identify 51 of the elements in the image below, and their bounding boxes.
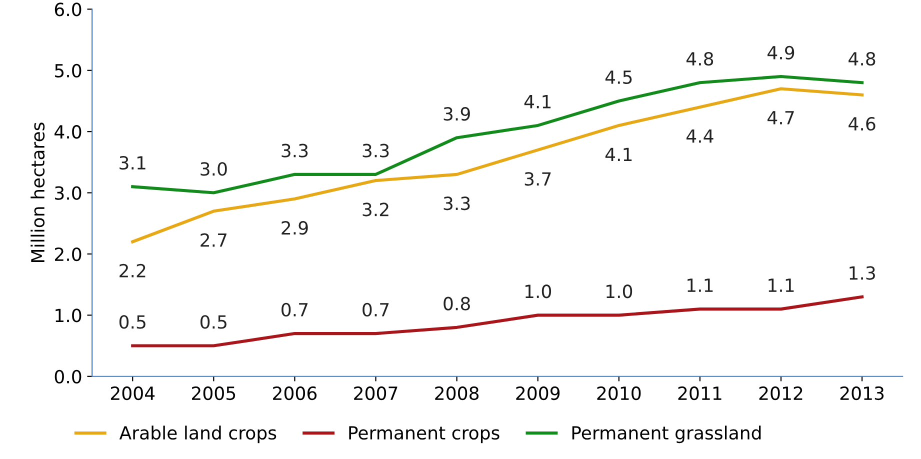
data-label: 3.1 — [120, 156, 146, 170]
data-label: 4.7 — [768, 111, 794, 124]
y-tick-label: 3.0 — [55, 186, 82, 200]
data-label: 0.8 — [444, 296, 470, 310]
y-tick-label: 6.0 — [54, 2, 82, 16]
data-label: 3.7 — [524, 172, 551, 186]
data-label: 3.3 — [282, 144, 308, 158]
x-tick-label: 2012 — [759, 386, 802, 400]
x-tick-label: 2009 — [516, 386, 560, 400]
data-label: 4.4 — [686, 129, 714, 143]
y-tick-label: 2.0 — [54, 247, 82, 262]
data-label: 3.0 — [200, 162, 227, 176]
legend-label: Arable land crops — [119, 426, 276, 444]
data-label: 4.8 — [848, 52, 876, 66]
y-tick-label: 1.0 — [56, 308, 82, 322]
y-axis-title: Million hectares — [30, 122, 45, 262]
data-label: 0.5 — [119, 315, 146, 329]
data-label: 0.7 — [282, 302, 308, 317]
data-label: 3.2 — [362, 202, 388, 216]
data-label: 0.7 — [362, 302, 389, 317]
data-label: 1.1 — [768, 278, 794, 292]
data-label: 3.9 — [444, 107, 470, 121]
x-tick-label: 2006 — [273, 386, 317, 400]
data-label: 3.3 — [362, 144, 389, 158]
data-label: 4.8 — [686, 52, 714, 66]
data-label: 1.3 — [850, 266, 875, 280]
data-label: 1.1 — [688, 278, 713, 292]
y-tick-label: 4.0 — [54, 125, 82, 139]
data-label: 3.3 — [444, 196, 470, 210]
data-label: 1.0 — [525, 284, 552, 298]
data-label: 4.1 — [524, 95, 551, 108]
data-label: 4.6 — [848, 116, 876, 131]
x-tick-label: 2013 — [840, 386, 884, 400]
x-tick-label: 2011 — [678, 386, 722, 400]
data-label: 4.9 — [768, 46, 794, 60]
x-tick-label: 2007 — [354, 386, 398, 400]
x-tick-label: 2005 — [192, 386, 236, 400]
y-tick-label: 5.0 — [55, 64, 82, 78]
data-label: 2.7 — [200, 233, 226, 247]
x-tick-label: 2010 — [597, 386, 641, 400]
x-tick-label: 2008 — [435, 386, 479, 400]
legend-label: Permanent crops — [349, 426, 500, 444]
y-tick-label: 0.0 — [54, 370, 82, 384]
data-label: 4.5 — [605, 70, 632, 84]
x-tick-label: 2004 — [110, 386, 155, 400]
legend-label: Permanent grassland — [572, 426, 761, 444]
data-label: 2.2 — [120, 264, 146, 278]
data-label: 4.1 — [605, 148, 632, 161]
data-label: 0.5 — [200, 315, 226, 329]
data-label: 2.9 — [282, 221, 308, 235]
data-label: 1.0 — [606, 284, 632, 298]
